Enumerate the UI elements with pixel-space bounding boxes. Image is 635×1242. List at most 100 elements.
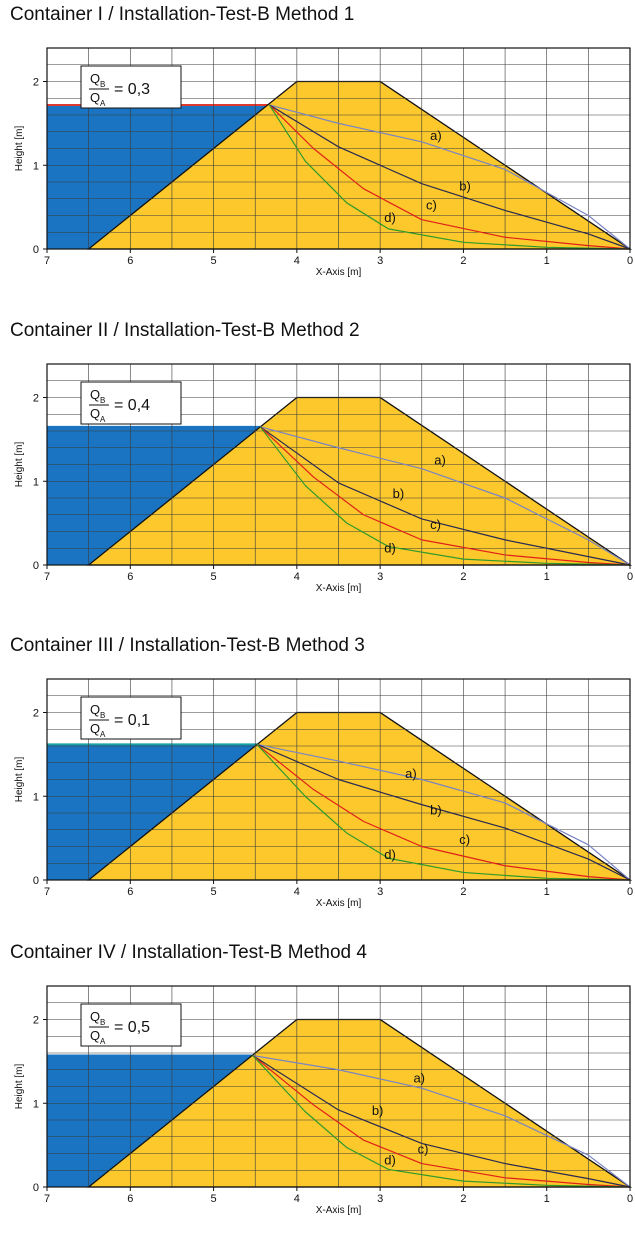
ratio-box [80,696,182,740]
ratio-denominator: Q [90,406,100,421]
chart-title: Container IV / Installation-Test-B Metho… [10,942,367,963]
x-tick-label: 5 [211,255,217,267]
series-line-c [252,1055,631,1188]
series-label: c) [418,1142,429,1157]
x-tick-label: 6 [127,571,133,583]
series-line-a [256,743,631,881]
x-tick-label: 0 [627,571,633,583]
ratio-value: = 0,3 [114,81,150,98]
y-axis-label: Height [m] [14,441,25,487]
series-line-a [260,426,631,566]
series-line-c [259,426,631,566]
ratio-numerator-subscript: B [100,396,105,405]
ratio-numerator-subscript: B [100,1018,105,1027]
water-area [47,1055,253,1187]
x-tick-label: 2 [460,1193,466,1205]
y-tick-label: 0 [33,1182,39,1194]
x-tick-label: 3 [377,886,383,898]
y-tick-label: 2 [33,77,39,89]
series-label: d) [384,1152,396,1167]
x-tick-label: 0 [627,1193,633,1205]
ratio-value: = 0,5 [114,1019,150,1036]
chart-title: Container I / Installation-Test-B Method… [10,4,355,25]
series-label: a) [413,1070,425,1085]
series-line-d [252,1055,631,1188]
chart-panel-4: Container IV / Installation-Test-B Metho… [0,942,635,1242]
x-axis-label: X-Axis [m] [316,583,362,594]
ratio-numerator: Q [90,387,100,402]
x-tick-label: 0 [627,886,633,898]
y-tick-label: 1 [33,160,39,172]
y-tick-label: 1 [33,1098,39,1110]
ratio-denominator-subscript: A [100,1037,106,1046]
x-tick-label: 5 [211,1193,217,1205]
x-tick-label: 4 [294,886,300,898]
ratio-box [80,1003,182,1047]
ratio-denominator-subscript: A [100,415,106,424]
ratio-denominator: Q [90,1028,100,1043]
series-line-d [256,743,631,881]
plot-area-2: a) b) c) d) 7 6 5 4 3 2 1 0 0 1 2 X-Axis [m] Height [m] Q… [14,363,633,594]
ratio-denominator-subscript: A [100,99,106,108]
ratio-value: = 0,4 [114,397,150,414]
ratio-numerator-subscript: B [100,711,105,720]
ratio-numerator-subscript: B [100,80,105,89]
x-tick-label: 4 [294,255,300,267]
series-line-d [268,104,631,250]
ratio-box [80,381,182,425]
series-line-b [252,1055,631,1188]
plot-area-4: a) b) c) d) 7 6 5 4 3 2 1 0 0 1 2 X-Axis [m] Height [m] Q… [14,985,633,1216]
x-tick-label: 2 [460,571,466,583]
x-tick-label: 6 [127,255,133,267]
series-label: c) [426,198,437,213]
x-tick-label: 0 [627,255,633,267]
series-label: c) [459,832,470,847]
x-tick-label: 7 [44,1193,50,1205]
water-area [47,744,258,880]
x-tick-label: 5 [211,571,217,583]
series-label: a) [405,766,417,781]
y-axis-label: Height [m] [14,1063,25,1109]
ratio-denominator: Q [90,721,100,736]
series-line-b [259,426,631,566]
y-tick-label: 0 [33,560,39,572]
x-tick-label: 7 [44,571,50,583]
x-tick-label: 6 [127,886,133,898]
series-label: b) [393,486,405,501]
series-label: a) [434,453,446,468]
series-label: d) [384,540,396,555]
series-line-b [269,104,631,250]
y-tick-label: 2 [33,708,39,720]
chart-panel-1: Container I / Installation-Test-B Method… [0,4,635,304]
ratio-numerator: Q [90,71,100,86]
x-axis-label: X-Axis [m] [316,267,362,278]
series-line-a [269,104,631,250]
series-line-c [256,743,631,881]
plot-frame [46,985,631,1188]
water-area [47,426,261,565]
y-tick-label: 0 [33,875,39,887]
x-tick-label: 1 [544,886,550,898]
water-area [47,104,268,249]
x-tick-label: 7 [44,255,50,267]
y-axis-label: Height [m] [14,125,25,171]
x-axis-label: X-Axis [m] [316,1205,362,1216]
x-tick-label: 2 [460,886,466,898]
series-label: d) [384,210,396,225]
x-tick-label: 5 [211,886,217,898]
series-label: c) [430,517,441,532]
x-tick-label: 6 [127,1193,133,1205]
x-tick-label: 7 [44,886,50,898]
x-tick-label: 3 [377,571,383,583]
plot-frame [46,47,631,250]
x-tick-label: 1 [544,571,550,583]
series-label: b) [372,1103,384,1118]
ratio-numerator: Q [90,1009,100,1024]
x-tick-label: 1 [544,255,550,267]
chart-title: Container II / Installation-Test-B Metho… [10,320,360,341]
series-line-d [259,426,631,566]
series-label: b) [430,803,442,818]
series-label: d) [384,847,396,862]
plot-frame [46,363,631,566]
x-tick-label: 1 [544,1193,550,1205]
